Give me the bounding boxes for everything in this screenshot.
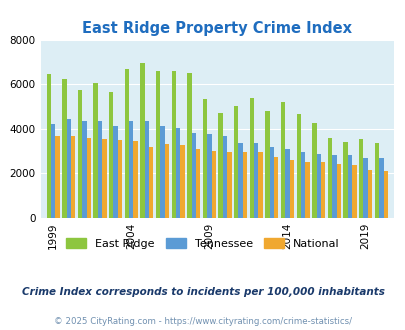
Bar xyxy=(71,137,75,218)
Bar xyxy=(180,146,184,218)
Bar xyxy=(242,152,247,218)
Bar xyxy=(62,79,66,218)
Bar xyxy=(327,138,331,218)
Bar xyxy=(258,152,262,218)
Bar xyxy=(196,149,200,218)
Bar xyxy=(285,149,289,218)
Text: Crime Index corresponds to incidents per 100,000 inhabitants: Crime Index corresponds to incidents per… xyxy=(21,287,384,297)
Bar xyxy=(238,143,242,218)
Bar xyxy=(129,121,133,218)
Bar xyxy=(300,152,305,218)
Bar xyxy=(234,106,238,218)
Bar xyxy=(280,102,285,218)
Bar xyxy=(133,141,137,218)
Bar xyxy=(117,140,122,218)
Bar xyxy=(82,121,86,218)
Bar xyxy=(367,170,371,218)
Bar xyxy=(352,165,356,218)
Bar xyxy=(113,126,117,218)
Bar xyxy=(254,143,258,218)
Bar xyxy=(98,121,102,218)
Bar xyxy=(66,119,71,218)
Bar xyxy=(51,124,55,218)
Bar xyxy=(171,71,175,218)
Bar xyxy=(222,137,227,218)
Bar xyxy=(249,97,254,218)
Bar xyxy=(265,111,269,218)
Bar xyxy=(140,63,144,218)
Bar xyxy=(347,155,352,218)
Bar xyxy=(211,151,215,218)
Bar xyxy=(343,142,347,218)
Bar xyxy=(93,83,98,218)
Bar xyxy=(383,171,387,218)
Bar xyxy=(102,139,106,218)
Bar xyxy=(289,160,293,218)
Bar xyxy=(305,162,309,218)
Bar xyxy=(296,114,300,218)
Bar xyxy=(78,90,82,218)
Bar xyxy=(144,121,149,218)
Bar xyxy=(202,99,207,218)
Bar xyxy=(124,69,129,218)
Bar xyxy=(55,137,60,218)
Bar xyxy=(207,134,211,218)
Bar xyxy=(156,71,160,218)
Bar xyxy=(109,92,113,218)
Bar xyxy=(218,113,222,218)
Bar xyxy=(191,133,196,218)
Bar xyxy=(227,152,231,218)
Bar xyxy=(149,147,153,218)
Bar xyxy=(160,126,164,218)
Bar xyxy=(336,164,340,218)
Bar xyxy=(164,144,168,218)
Bar xyxy=(378,158,383,218)
Bar xyxy=(269,147,273,218)
Bar xyxy=(187,73,191,218)
Bar xyxy=(362,158,367,218)
Legend: East Ridge, Tennessee, National: East Ridge, Tennessee, National xyxy=(62,234,343,253)
Bar xyxy=(320,162,324,218)
Title: East Ridge Property Crime Index: East Ridge Property Crime Index xyxy=(82,21,352,36)
Bar xyxy=(273,156,278,218)
Bar xyxy=(358,139,362,218)
Bar xyxy=(331,155,336,218)
Bar xyxy=(86,138,91,218)
Bar xyxy=(316,154,320,218)
Bar xyxy=(374,143,378,218)
Text: © 2025 CityRating.com - https://www.cityrating.com/crime-statistics/: © 2025 CityRating.com - https://www.city… xyxy=(54,317,351,326)
Bar xyxy=(311,123,316,218)
Bar xyxy=(175,128,180,218)
Bar xyxy=(47,74,51,218)
